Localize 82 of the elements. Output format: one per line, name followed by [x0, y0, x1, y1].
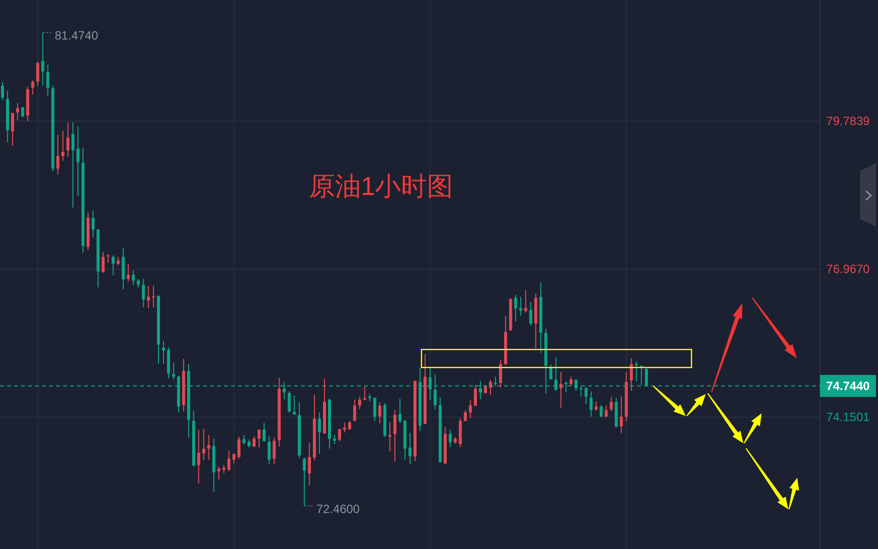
candlestick — [142, 278, 145, 308]
candlestick — [343, 422, 346, 433]
candlestick — [122, 247, 125, 290]
candlestick — [207, 434, 210, 460]
candlestick — [448, 429, 452, 448]
candlestick — [338, 428, 342, 442]
candlestick — [353, 399, 356, 422]
candlestick — [393, 409, 396, 462]
candlestick — [363, 386, 366, 401]
candlestick — [398, 398, 402, 424]
candlestick — [302, 457, 306, 506]
candlestick — [268, 436, 271, 465]
candlestick — [172, 362, 176, 380]
candlestick — [292, 395, 296, 416]
candlestick — [76, 126, 80, 196]
candlestick — [252, 436, 256, 448]
candlestick — [197, 429, 200, 484]
candlestick — [640, 365, 643, 386]
y-tick-label: 74.1501 — [826, 410, 870, 424]
candlestick — [71, 122, 74, 208]
y-tick-label: 79.7839 — [826, 114, 870, 128]
candlestick — [408, 432, 412, 465]
candlestick — [167, 346, 170, 379]
candlestick — [126, 263, 130, 282]
ref-line-label: 74.7440 — [826, 378, 870, 393]
candlestick — [41, 32, 44, 86]
candlestick — [66, 122, 70, 158]
candlestick — [16, 102, 20, 121]
candlestick — [388, 421, 392, 452]
candlestick — [358, 396, 362, 410]
candlestick — [308, 442, 311, 486]
candlestick — [262, 422, 266, 442]
candlestick — [464, 410, 467, 422]
candlestick — [559, 371, 562, 408]
candlestick — [529, 302, 532, 326]
candlestick — [61, 130, 64, 162]
candlestick — [569, 376, 572, 387]
y-tick-label: 76.9670 — [826, 262, 870, 276]
annotation: 81.4740 — [54, 28, 98, 42]
candlestick — [600, 404, 603, 418]
candlestick — [242, 434, 246, 445]
candlestick — [1, 81, 4, 100]
candlestick — [620, 396, 623, 434]
candlestick — [514, 294, 518, 322]
candlestick — [373, 397, 376, 422]
candlestick — [146, 285, 150, 309]
candlestick — [499, 359, 502, 388]
candlestick — [549, 364, 552, 380]
candlestick — [519, 296, 522, 316]
candlestick — [630, 358, 633, 392]
candlestick — [132, 270, 135, 286]
candlestick — [524, 290, 528, 314]
candlestick — [604, 405, 608, 418]
candlestick — [152, 285, 155, 308]
candlestick — [202, 428, 206, 461]
text: 原油1小时图 — [308, 171, 454, 201]
candlestick — [237, 436, 240, 460]
candlestick — [468, 399, 472, 419]
candlestick — [272, 436, 276, 465]
candlestick — [102, 251, 105, 274]
candlestick — [112, 254, 115, 276]
candlestick — [488, 379, 492, 396]
candlestick — [36, 60, 40, 86]
candlestick — [458, 418, 462, 448]
candlestick — [217, 466, 220, 480]
candlestick — [590, 390, 593, 418]
candlestick — [31, 80, 34, 96]
candlestick — [227, 450, 230, 472]
annotation: 72.4600 — [316, 502, 360, 516]
candlestick — [634, 360, 638, 382]
candlestick — [92, 210, 95, 238]
candlestick — [232, 452, 236, 464]
candlestick — [46, 64, 50, 96]
candlestick — [378, 402, 382, 424]
candlestick — [318, 412, 321, 454]
candlestick — [288, 390, 291, 413]
candlestick — [162, 340, 166, 364]
candlestick — [258, 429, 261, 448]
candlestick — [474, 384, 477, 407]
candlestick — [11, 112, 14, 146]
candlestick — [56, 134, 60, 175]
candlestick — [610, 396, 613, 412]
